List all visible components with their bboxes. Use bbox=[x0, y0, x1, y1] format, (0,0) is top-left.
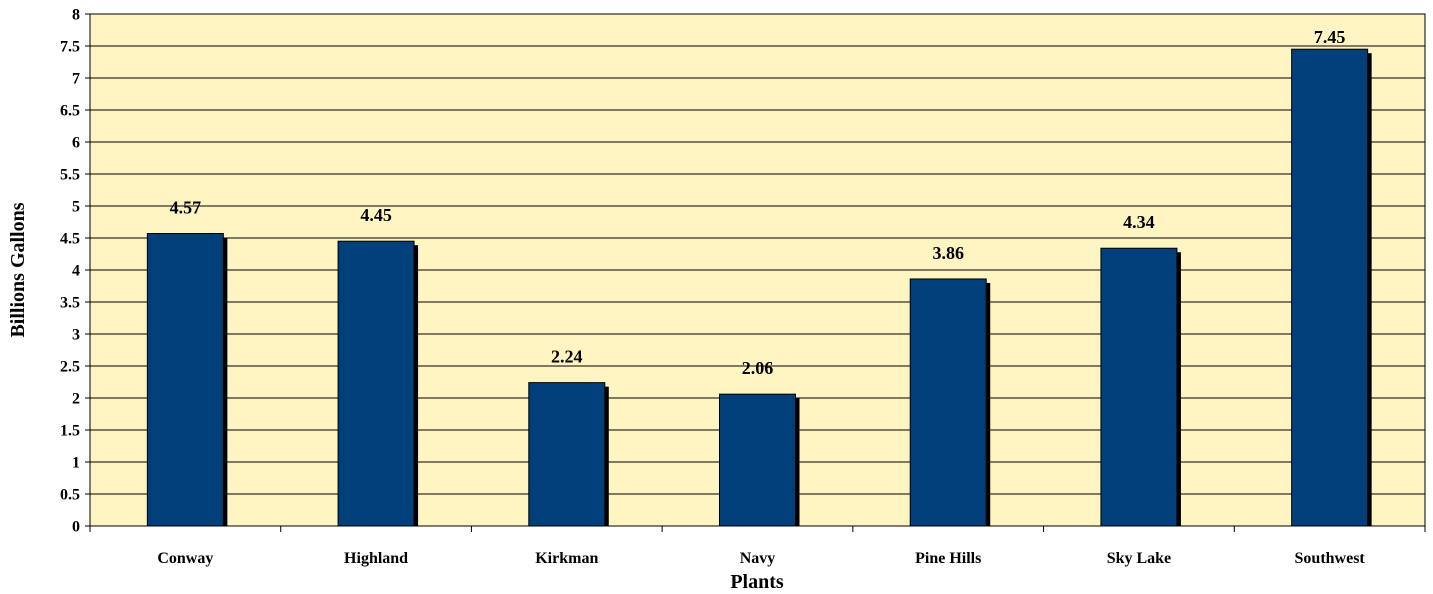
y-tick-label: 5.5 bbox=[60, 167, 80, 184]
y-tick-label: 7 bbox=[72, 71, 80, 88]
x-tick-label: Sky Lake bbox=[1107, 550, 1171, 567]
y-axis-ticks: 0 0.5 1 1.5 2 2.5 3 3.5 4 4.5 5 5.5 6 6.5 7 7.5 8 bbox=[60, 7, 90, 536]
gridlines bbox=[90, 45, 1425, 495]
bar-conway bbox=[146, 233, 224, 527]
y-tick-label: 0.5 bbox=[60, 487, 80, 504]
data-label: 4.34 bbox=[1123, 212, 1155, 232]
bar-southwest bbox=[1291, 48, 1369, 527]
y-tick-label: 6.5 bbox=[60, 103, 80, 120]
y-tick-label: 1 bbox=[72, 455, 80, 472]
y-tick-label: 4.5 bbox=[60, 231, 80, 248]
y-axis-title: Billions Gallons bbox=[7, 202, 29, 337]
y-tick-label: 3.5 bbox=[60, 295, 80, 312]
x-tick-label: Kirkman bbox=[535, 550, 598, 567]
x-tick-label: Pine Hills bbox=[915, 550, 981, 567]
x-axis-title: Plants bbox=[730, 571, 784, 593]
data-label: 4.57 bbox=[170, 198, 202, 218]
x-axis-ticks: Conway Highland Kirkman Navy Pine Hills Sky L… bbox=[89, 526, 1426, 567]
bar-navy bbox=[719, 393, 796, 527]
data-label: 2.24 bbox=[551, 347, 583, 367]
x-tick-label: Highland bbox=[344, 550, 408, 567]
data-label: 4.45 bbox=[360, 205, 392, 225]
bar-kirkman bbox=[528, 382, 606, 527]
bar-pine-hills bbox=[909, 278, 987, 527]
y-tick-label: 3 bbox=[72, 327, 80, 344]
y-tick-label: 0 bbox=[72, 519, 80, 536]
x-tick-label: Southwest bbox=[1295, 550, 1366, 567]
x-tick-label: Conway bbox=[157, 550, 213, 567]
bars bbox=[146, 48, 1372, 527]
bar-highland bbox=[337, 240, 415, 527]
y-tick-label: 2.5 bbox=[60, 359, 80, 376]
data-label: 7.45 bbox=[1314, 27, 1346, 47]
y-tick-label: 6 bbox=[72, 135, 80, 152]
y-tick-label: 1.5 bbox=[60, 423, 80, 440]
y-tick-label: 7.5 bbox=[60, 39, 80, 56]
y-tick-label: 2 bbox=[72, 391, 80, 408]
y-tick-label: 8 bbox=[72, 7, 80, 24]
y-tick-label: 4 bbox=[72, 263, 80, 280]
bar-sky-lake bbox=[1100, 247, 1178, 527]
data-label: 2.06 bbox=[742, 358, 774, 378]
y-tick-label: 5 bbox=[72, 199, 80, 216]
data-label: 3.86 bbox=[932, 243, 964, 263]
x-tick-label: Navy bbox=[740, 550, 776, 567]
data-labels: 4.57 4.45 2.24 2.06 3.86 4.34 7.45 bbox=[170, 27, 1346, 378]
